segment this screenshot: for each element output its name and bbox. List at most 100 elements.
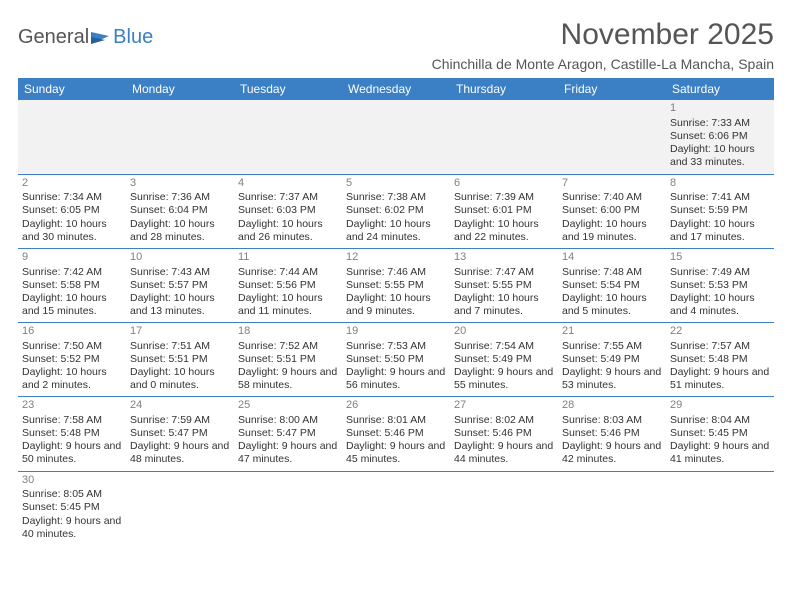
- day-detail: Sunrise: 7:39 AMSunset: 6:01 PMDaylight:…: [454, 191, 554, 244]
- day-detail: Sunrise: 7:37 AMSunset: 6:03 PMDaylight:…: [238, 191, 338, 244]
- day-number: 17: [130, 325, 230, 339]
- calendar-day-cell: 11Sunrise: 7:44 AMSunset: 5:56 PMDayligh…: [234, 248, 342, 322]
- day-detail: Sunrise: 7:46 AMSunset: 5:55 PMDaylight:…: [346, 266, 446, 319]
- calendar-day-cell: 23Sunrise: 7:58 AMSunset: 5:48 PMDayligh…: [18, 397, 126, 471]
- day-detail: Sunrise: 7:41 AMSunset: 5:59 PMDaylight:…: [670, 191, 770, 244]
- day-detail: Sunrise: 7:53 AMSunset: 5:50 PMDaylight:…: [346, 340, 446, 393]
- day-number: 18: [238, 325, 338, 339]
- day-detail: Sunrise: 7:52 AMSunset: 5:51 PMDaylight:…: [238, 340, 338, 393]
- flag-icon: [91, 30, 113, 46]
- header: General Blue November 2025 Chinchilla de…: [18, 18, 774, 72]
- calendar-day-cell: 27Sunrise: 8:02 AMSunset: 5:46 PMDayligh…: [450, 397, 558, 471]
- day-number: 13: [454, 251, 554, 265]
- calendar-day-cell: 20Sunrise: 7:54 AMSunset: 5:49 PMDayligh…: [450, 323, 558, 397]
- day-detail: Sunrise: 7:48 AMSunset: 5:54 PMDaylight:…: [562, 266, 662, 319]
- day-detail: Sunrise: 7:55 AMSunset: 5:49 PMDaylight:…: [562, 340, 662, 393]
- day-number: 27: [454, 399, 554, 413]
- day-number: 12: [346, 251, 446, 265]
- calendar-column-header: Wednesday: [342, 78, 450, 100]
- day-number: 8: [670, 177, 770, 191]
- logo-text-1: General: [18, 26, 89, 49]
- day-detail: Sunrise: 8:05 AMSunset: 5:45 PMDaylight:…: [22, 488, 122, 541]
- day-number: 30: [22, 474, 122, 488]
- day-detail: Sunrise: 7:40 AMSunset: 6:00 PMDaylight:…: [562, 191, 662, 244]
- day-number: 7: [562, 177, 662, 191]
- calendar-column-header: Friday: [558, 78, 666, 100]
- calendar-day-cell: 10Sunrise: 7:43 AMSunset: 5:57 PMDayligh…: [126, 248, 234, 322]
- day-detail: Sunrise: 7:42 AMSunset: 5:58 PMDaylight:…: [22, 266, 122, 319]
- calendar-day-cell: 17Sunrise: 7:51 AMSunset: 5:51 PMDayligh…: [126, 323, 234, 397]
- calendar-day-cell: 3Sunrise: 7:36 AMSunset: 6:04 PMDaylight…: [126, 174, 234, 248]
- calendar-empty-cell: [558, 471, 666, 545]
- calendar-empty-cell: [18, 100, 126, 174]
- day-number: 6: [454, 177, 554, 191]
- day-detail: Sunrise: 7:33 AMSunset: 6:06 PMDaylight:…: [670, 117, 770, 170]
- calendar-day-cell: 22Sunrise: 7:57 AMSunset: 5:48 PMDayligh…: [666, 323, 774, 397]
- day-number: 10: [130, 251, 230, 265]
- calendar-day-cell: 13Sunrise: 7:47 AMSunset: 5:55 PMDayligh…: [450, 248, 558, 322]
- calendar-day-cell: 28Sunrise: 8:03 AMSunset: 5:46 PMDayligh…: [558, 397, 666, 471]
- calendar-day-cell: 19Sunrise: 7:53 AMSunset: 5:50 PMDayligh…: [342, 323, 450, 397]
- day-number: 25: [238, 399, 338, 413]
- calendar-week-row: 16Sunrise: 7:50 AMSunset: 5:52 PMDayligh…: [18, 323, 774, 397]
- day-number: 23: [22, 399, 122, 413]
- day-number: 15: [670, 251, 770, 265]
- calendar-column-header: Tuesday: [234, 78, 342, 100]
- calendar-body: 1Sunrise: 7:33 AMSunset: 6:06 PMDaylight…: [18, 100, 774, 545]
- day-number: 3: [130, 177, 230, 191]
- calendar-column-header: Sunday: [18, 78, 126, 100]
- day-number: 29: [670, 399, 770, 413]
- day-number: 2: [22, 177, 122, 191]
- day-number: 20: [454, 325, 554, 339]
- calendar-day-cell: 1Sunrise: 7:33 AMSunset: 6:06 PMDaylight…: [666, 100, 774, 174]
- calendar-day-cell: 16Sunrise: 7:50 AMSunset: 5:52 PMDayligh…: [18, 323, 126, 397]
- day-number: 5: [346, 177, 446, 191]
- calendar-empty-cell: [126, 100, 234, 174]
- day-detail: Sunrise: 8:00 AMSunset: 5:47 PMDaylight:…: [238, 414, 338, 467]
- calendar-empty-cell: [342, 471, 450, 545]
- day-detail: Sunrise: 7:44 AMSunset: 5:56 PMDaylight:…: [238, 266, 338, 319]
- day-detail: Sunrise: 7:57 AMSunset: 5:48 PMDaylight:…: [670, 340, 770, 393]
- calendar-day-cell: 30Sunrise: 8:05 AMSunset: 5:45 PMDayligh…: [18, 471, 126, 545]
- calendar-week-row: 23Sunrise: 7:58 AMSunset: 5:48 PMDayligh…: [18, 397, 774, 471]
- calendar-empty-cell: [450, 471, 558, 545]
- day-number: 1: [670, 102, 770, 116]
- title-block: November 2025 Chinchilla de Monte Aragon…: [432, 18, 774, 72]
- calendar-day-cell: 29Sunrise: 8:04 AMSunset: 5:45 PMDayligh…: [666, 397, 774, 471]
- day-detail: Sunrise: 7:54 AMSunset: 5:49 PMDaylight:…: [454, 340, 554, 393]
- calendar-column-header: Saturday: [666, 78, 774, 100]
- day-detail: Sunrise: 7:43 AMSunset: 5:57 PMDaylight:…: [130, 266, 230, 319]
- day-detail: Sunrise: 7:47 AMSunset: 5:55 PMDaylight:…: [454, 266, 554, 319]
- calendar-day-cell: 8Sunrise: 7:41 AMSunset: 5:59 PMDaylight…: [666, 174, 774, 248]
- day-detail: Sunrise: 8:02 AMSunset: 5:46 PMDaylight:…: [454, 414, 554, 467]
- day-detail: Sunrise: 7:49 AMSunset: 5:53 PMDaylight:…: [670, 266, 770, 319]
- calendar-week-row: 2Sunrise: 7:34 AMSunset: 6:05 PMDaylight…: [18, 174, 774, 248]
- day-number: 21: [562, 325, 662, 339]
- day-number: 24: [130, 399, 230, 413]
- calendar-day-cell: 9Sunrise: 7:42 AMSunset: 5:58 PMDaylight…: [18, 248, 126, 322]
- calendar-day-cell: 26Sunrise: 8:01 AMSunset: 5:46 PMDayligh…: [342, 397, 450, 471]
- logo: General Blue: [18, 18, 153, 49]
- day-number: 9: [22, 251, 122, 265]
- day-detail: Sunrise: 7:50 AMSunset: 5:52 PMDaylight:…: [22, 340, 122, 393]
- day-number: 28: [562, 399, 662, 413]
- calendar-empty-cell: [450, 100, 558, 174]
- day-detail: Sunrise: 8:01 AMSunset: 5:46 PMDaylight:…: [346, 414, 446, 467]
- calendar-day-cell: 15Sunrise: 7:49 AMSunset: 5:53 PMDayligh…: [666, 248, 774, 322]
- day-detail: Sunrise: 7:59 AMSunset: 5:47 PMDaylight:…: [130, 414, 230, 467]
- calendar-empty-cell: [558, 100, 666, 174]
- logo-text-2: Blue: [113, 26, 153, 49]
- day-detail: Sunrise: 8:04 AMSunset: 5:45 PMDaylight:…: [670, 414, 770, 467]
- calendar-week-row: 9Sunrise: 7:42 AMSunset: 5:58 PMDaylight…: [18, 248, 774, 322]
- calendar-empty-cell: [342, 100, 450, 174]
- calendar-week-row: 1Sunrise: 7:33 AMSunset: 6:06 PMDaylight…: [18, 100, 774, 174]
- calendar-day-cell: 2Sunrise: 7:34 AMSunset: 6:05 PMDaylight…: [18, 174, 126, 248]
- day-number: 26: [346, 399, 446, 413]
- day-number: 11: [238, 251, 338, 265]
- calendar-day-cell: 25Sunrise: 8:00 AMSunset: 5:47 PMDayligh…: [234, 397, 342, 471]
- calendar-day-cell: 6Sunrise: 7:39 AMSunset: 6:01 PMDaylight…: [450, 174, 558, 248]
- calendar-column-header: Thursday: [450, 78, 558, 100]
- calendar-day-cell: 14Sunrise: 7:48 AMSunset: 5:54 PMDayligh…: [558, 248, 666, 322]
- calendar-day-cell: 5Sunrise: 7:38 AMSunset: 6:02 PMDaylight…: [342, 174, 450, 248]
- day-detail: Sunrise: 8:03 AMSunset: 5:46 PMDaylight:…: [562, 414, 662, 467]
